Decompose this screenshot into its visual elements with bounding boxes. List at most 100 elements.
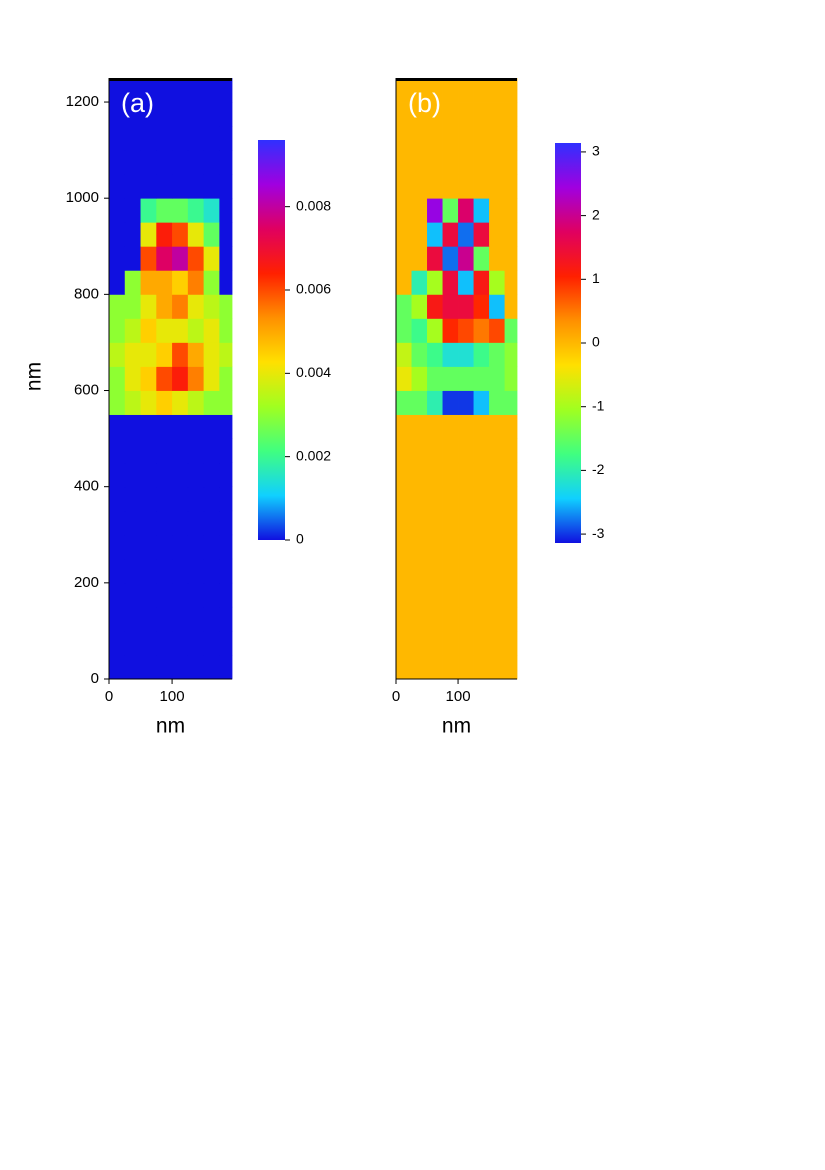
heatmap-cell: [124, 462, 141, 488]
heatmap-cell: [219, 462, 233, 488]
heatmap-cell: [219, 318, 233, 343]
heatmap-cell: [473, 366, 490, 391]
heatmap-cell: [203, 414, 220, 439]
heatmap-cell: [187, 150, 205, 175]
heatmap-cell: [458, 462, 474, 488]
heatmap-cell: [109, 150, 126, 175]
heatmap-cell: [109, 318, 126, 343]
heatmap-cell: [442, 582, 459, 608]
heatmap-cell: [140, 342, 157, 367]
heatmap-cell: [504, 558, 518, 584]
heatmap-cell: [504, 198, 518, 223]
heatmap-cell: [504, 606, 518, 632]
heatmap-cell: [109, 414, 126, 439]
heatmap-cell: [219, 150, 233, 175]
heatmap-cell: [411, 510, 428, 536]
heatmap-cell: [172, 534, 189, 560]
heatmap-cell: [473, 654, 490, 680]
heatmap-cell: [489, 486, 505, 512]
heatmap-cell: [172, 630, 189, 656]
heatmap-cell: [396, 414, 412, 439]
heatmap-cell: [124, 270, 141, 295]
y-tick-label: 1200: [66, 93, 99, 110]
heatmap-cell: [411, 294, 428, 319]
heatmap-cell: [458, 102, 474, 127]
heatmap-cell: [427, 78, 443, 103]
heatmap-cell: [442, 630, 459, 656]
heatmap-cell: [489, 606, 505, 632]
heatmap-cell: [124, 534, 141, 560]
heatmap-cell: [219, 126, 233, 151]
heatmap-cell: [187, 174, 205, 199]
heatmap-cell: [473, 198, 490, 223]
heatmap-cell: [473, 246, 490, 271]
heatmap-cell: [473, 126, 490, 151]
heatmap-cell: [489, 558, 505, 584]
heatmap-cell: [396, 174, 412, 199]
colorbar-tick-label: 1: [592, 270, 600, 286]
heatmap-cell: [172, 102, 189, 127]
heatmap-cell: [140, 462, 157, 488]
heatmap-cell: [124, 222, 141, 247]
colorbar-tick-label: -3: [592, 525, 605, 541]
heatmap-cell: [504, 150, 518, 175]
heatmap-cell: [473, 222, 490, 247]
colorbar: [555, 143, 581, 543]
heatmap-cell: [442, 126, 459, 151]
heatmap-cell: [489, 582, 505, 608]
heatmap-cell: [396, 438, 412, 464]
heatmap-cell: [140, 270, 157, 295]
heatmap-cell: [109, 390, 126, 415]
heatmap-cell: [219, 630, 233, 656]
heatmap-cell: [427, 294, 443, 319]
x-tick-label: 0: [392, 688, 400, 705]
heatmap-cell: [124, 366, 141, 391]
heatmap-cell: [187, 342, 205, 367]
heatmap-cell: [442, 246, 459, 271]
y-axis-label: nm: [23, 362, 46, 391]
heatmap-cell: [156, 606, 173, 632]
heatmap-cell: [109, 222, 126, 247]
heatmap-cell: [504, 414, 518, 439]
heatmap-cell: [172, 150, 189, 175]
heatmap-cell: [187, 270, 205, 295]
heatmap-cell: [504, 294, 518, 319]
heatmap-cell: [172, 414, 189, 439]
heatmap-cell: [124, 342, 141, 367]
heatmap-cell: [203, 486, 220, 512]
heatmap-cell: [109, 174, 126, 199]
heatmap-cell: [396, 558, 412, 584]
heatmap-cell: [411, 558, 428, 584]
heatmap-cell: [427, 558, 443, 584]
heatmap-cell: [140, 534, 157, 560]
heatmap-cell: [219, 198, 233, 223]
heatmap-cell: [124, 558, 141, 584]
heatmap-cell: [396, 270, 412, 295]
heatmap-cell: [219, 534, 233, 560]
heatmap-cell: [411, 462, 428, 488]
heatmap-cell: [458, 246, 474, 271]
heatmap-cell: [411, 198, 428, 223]
heatmap-cell: [172, 366, 189, 391]
heatmap-cell: [140, 198, 157, 223]
heatmap-cell: [124, 174, 141, 199]
heatmap-cell: [489, 78, 505, 103]
heatmap-cell: [396, 510, 412, 536]
heatmap-cell: [172, 438, 189, 464]
heatmap-cell: [140, 486, 157, 512]
heatmap-cell: [109, 630, 126, 656]
heatmap-cell: [411, 654, 428, 680]
heatmap-cell: [109, 294, 126, 319]
heatmap-cell: [109, 270, 126, 295]
heatmap-cell: [489, 150, 505, 175]
heatmap-cell: [203, 438, 220, 464]
heatmap-cell: [396, 342, 412, 367]
heatmap-cell: [156, 150, 173, 175]
heatmap-cell: [489, 318, 505, 343]
heatmap-cell: [156, 126, 173, 151]
heatmap-cell: [187, 222, 205, 247]
heatmap-cell: [156, 342, 173, 367]
heatmap-cell: [473, 270, 490, 295]
heatmap-cell: [219, 438, 233, 464]
